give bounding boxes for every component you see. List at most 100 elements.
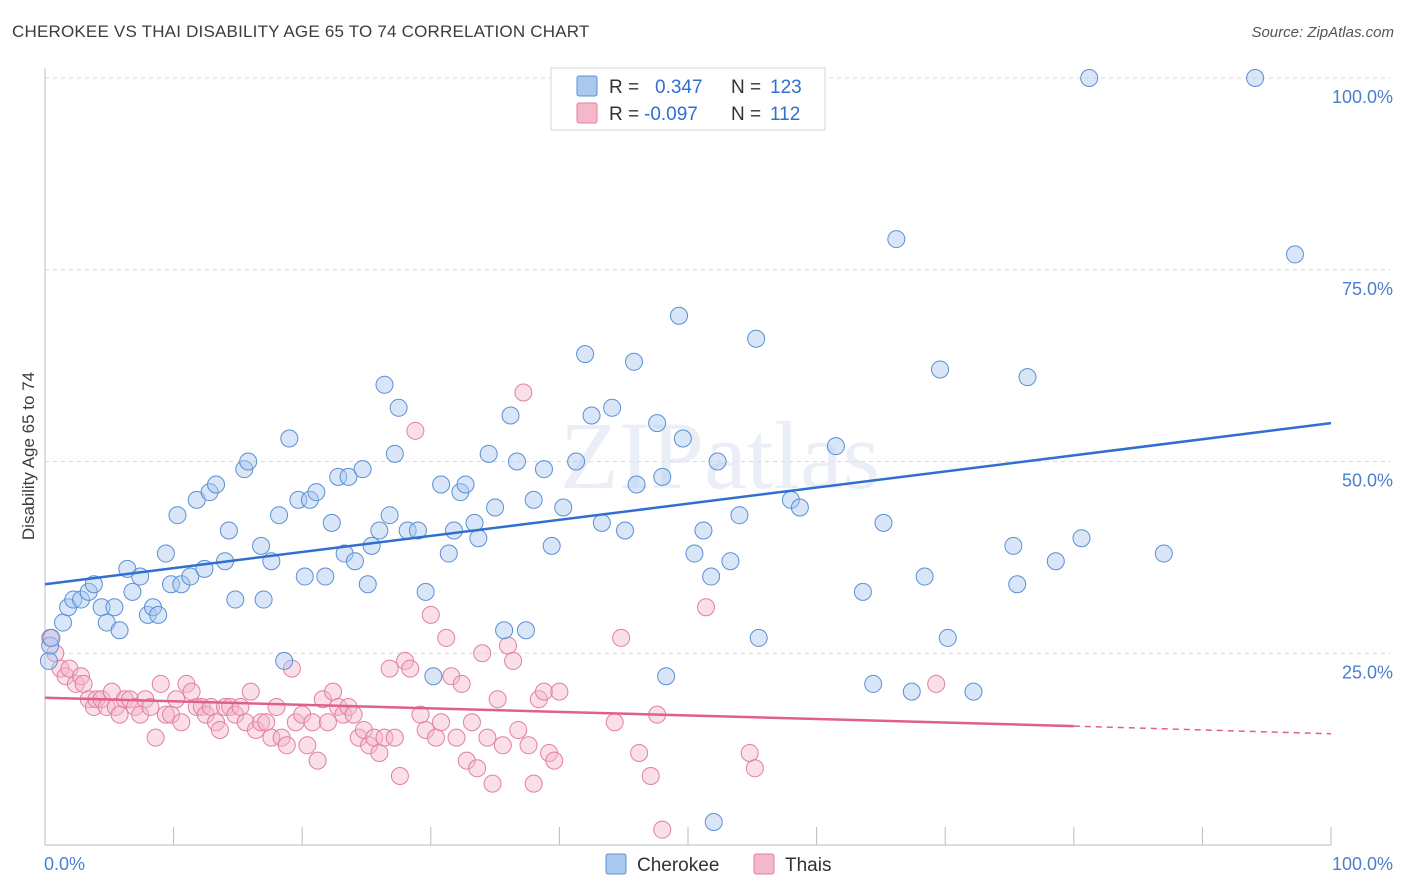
stats-r-label-cherokee: R =: [609, 77, 639, 98]
point-cherokee: [416, 582, 435, 601]
point-cherokee: [864, 674, 883, 693]
stats-box: R = 0.347 N = 123 R = -0.097 N = 112: [550, 67, 826, 131]
point-thais: [313, 690, 332, 709]
point-cherokee: [479, 444, 498, 463]
stats-n-value-thais: 112: [770, 104, 800, 125]
point-thais: [745, 759, 764, 778]
point-cherokee: [592, 513, 611, 532]
point-cherokee: [370, 521, 389, 540]
point-cherokee: [123, 582, 142, 601]
point-cherokee: [41, 636, 60, 655]
point-thais: [156, 705, 175, 724]
point-cherokee: [1080, 69, 1099, 87]
point-cherokee: [456, 475, 475, 494]
point-cherokee: [335, 544, 354, 563]
point-cherokee: [826, 437, 845, 456]
point-cherokee: [39, 651, 58, 670]
point-thais: [141, 697, 160, 716]
trendlines: [44, 421, 1332, 735]
point-thais: [457, 751, 476, 770]
point-cherokee: [362, 536, 381, 555]
point-thais: [110, 705, 129, 724]
stats-n-value-cherokee: 123: [770, 77, 802, 98]
point-cherokee: [721, 552, 740, 571]
point-cherokee: [329, 467, 348, 486]
grid-lines: [45, 77, 1391, 654]
point-cherokee: [964, 682, 983, 701]
point-thais: [262, 728, 281, 747]
legend-swatch-cherokee: [605, 853, 627, 875]
point-cherokee: [1072, 529, 1091, 548]
point-thais: [421, 605, 440, 624]
point-thais: [534, 682, 553, 701]
point-thais: [401, 659, 420, 678]
point-thais: [740, 743, 759, 762]
point-cherokee: [624, 352, 643, 371]
stats-r-value-thais: -0.097: [644, 104, 698, 125]
point-thais: [293, 705, 312, 724]
point-cherokee: [534, 460, 553, 479]
point-thais: [519, 736, 538, 755]
point-thais: [641, 766, 660, 785]
point-thais: [514, 383, 533, 402]
point-cherokee: [1246, 69, 1265, 87]
point-cherokee: [507, 452, 526, 471]
point-thais: [498, 636, 517, 655]
legend-swatch-thais: [753, 853, 775, 875]
point-cherokee: [207, 475, 226, 494]
point-thais: [416, 720, 435, 739]
point-cherokee: [747, 329, 766, 348]
point-thais: [406, 421, 425, 440]
series-cherokee: [39, 69, 1304, 831]
point-thais: [257, 713, 276, 732]
point-cherokee: [358, 575, 377, 594]
point-thais: [605, 713, 624, 732]
point-cherokee: [339, 467, 358, 486]
point-cherokee: [375, 375, 394, 394]
point-cherokee: [627, 475, 646, 494]
point-thais: [241, 682, 260, 701]
watermark: ZIPatlas: [560, 402, 880, 509]
point-thais: [390, 766, 409, 785]
x-tick-label: 100.0%: [1332, 854, 1393, 874]
point-cherokee: [853, 582, 872, 601]
point-thais: [545, 751, 564, 770]
point-thais: [550, 682, 569, 701]
point-cherokee: [653, 467, 672, 486]
point-cherokee: [432, 475, 451, 494]
point-cherokee: [1018, 368, 1037, 387]
point-cherokee: [168, 506, 187, 525]
point-cherokee: [615, 521, 634, 540]
point-cherokee: [902, 682, 921, 701]
point-thais: [509, 720, 528, 739]
point-cherokee: [673, 429, 692, 448]
point-thais: [483, 774, 502, 793]
point-cherokee: [516, 621, 535, 640]
point-cherokee: [156, 544, 175, 563]
stats-n-label-thais: N =: [731, 104, 761, 125]
point-cherokee: [105, 598, 124, 617]
point-cherokee: [380, 506, 399, 525]
y-tick-label: 50.0%: [1342, 471, 1393, 491]
point-thais: [612, 628, 631, 647]
point-thais: [504, 651, 523, 670]
point-cherokee: [149, 605, 168, 624]
point-thais: [267, 697, 286, 716]
point-cherokee: [162, 575, 181, 594]
point-thais: [452, 674, 471, 693]
point-thais: [303, 713, 322, 732]
point-cherokee: [887, 230, 906, 249]
point-thais: [146, 728, 165, 747]
stats-swatch-cherokee: [576, 75, 598, 97]
point-thais: [478, 728, 497, 747]
point-cherokee: [200, 483, 219, 502]
point-cherokee: [931, 360, 950, 379]
point-thais: [426, 728, 445, 747]
point-cherokee: [408, 521, 427, 540]
point-cherokee: [424, 667, 443, 686]
point-cherokee: [280, 429, 299, 448]
point-cherokee: [524, 490, 543, 509]
point-thais: [324, 682, 343, 701]
point-cherokee: [495, 621, 514, 640]
